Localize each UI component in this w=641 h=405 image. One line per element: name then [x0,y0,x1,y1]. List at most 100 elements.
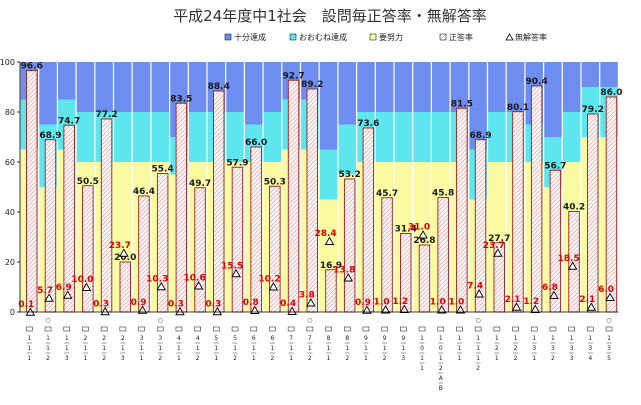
x-label-char-9-0: 4 [196,335,200,342]
correct-bar-9 [194,187,206,313]
correct-bar-18 [362,127,375,313]
x-label-char-12-2: 1 [252,355,256,362]
x-label-char-6-2: 1 [140,355,144,362]
correct-bar-4 [100,118,113,313]
noanswer-label-10: 0.3 [205,299,221,309]
x-label-char-13-2: 2 [271,355,275,362]
noanswer-label-11: 15.5 [221,261,243,271]
y-tick-label-2: 40 [5,208,15,217]
correct-label-8: 83.5 [170,94,192,104]
x-label-box-20 [400,326,407,332]
y-tick-label-0: 0 [10,308,15,317]
noanswer-marker-9 [193,281,204,290]
x-label-box-21 [418,326,426,332]
noanswer-marker-27 [530,304,541,313]
x-label-char-23-2: 1 [458,355,462,362]
noanswer-label-1: 5.7 [37,286,53,296]
x-label-char-23-0: 1 [458,335,462,342]
x-label-char-19-2: 2 [383,355,387,362]
legend-swatch-3 [439,33,447,41]
band-top-2 [57,62,77,100]
plot-area: 96.6 0.1 68.9 5.7 74.7 6.9 50.5 10.0 77.2 0.3 20.0… [18,62,623,316]
x-label-char-14-1: 1 [289,345,293,352]
x-label-char-15-2: 2 [308,355,312,362]
x-label-char-5-0: 2 [121,335,125,342]
x-label-box-9 [194,326,201,332]
x-label-char-13-0: 6 [271,335,275,342]
x-label-char-18-1: 1 [364,345,368,352]
legend-swatch-1 [289,33,297,41]
x-label-box-14 [287,326,295,332]
noanswer-marker-23 [455,305,466,314]
noanswer-label-21: 31.0 [408,223,430,233]
x-label-char-31-2: 5 [607,355,611,362]
band-middle-29 [562,112,581,162]
correct-label-20: 31.4 [395,225,417,235]
noanswer-label-23: 1.0 [448,298,464,308]
noanswer-marker-16 [324,236,335,245]
band-top-3 [76,62,95,112]
noanswer-marker-6 [137,305,148,314]
x-label-char-13-1: 1 [271,345,275,352]
x-label-box-17 [343,326,351,332]
x-label-char-14-0: 7 [289,335,293,342]
y-axis: 0 20 40 60 80 100 [0,58,619,317]
x-label-char-26-0: 1 [514,335,518,342]
x-axis: 1 1 1 ○ 1 1 2 1 1 3 2 1 1 2 1 2 2 1 3 3 1 1 ○ 3 1 2 4 1 1 4 1 2 5 1 1 5 1 2 6 1… [26,317,613,392]
x-label-char-1-1: 1 [46,345,50,352]
noanswer-label-3: 10.0 [71,275,93,285]
x-label-box-24 [474,326,482,332]
correct-label-3: 50.5 [77,177,99,187]
band-top-12 [244,62,264,125]
noanswer-label-19: 1.0 [374,298,390,308]
x-label-char-28-1: 3 [551,345,555,352]
x-label-box-27 [530,326,538,332]
x-label-char-1-0: 1 [46,335,50,342]
band-top-7 [150,62,170,112]
band-middle-22 [431,112,451,162]
correct-label-24: 68.9 [469,131,491,141]
correct-label-4: 77.2 [95,110,117,120]
x-marker-7: ○ [158,317,163,324]
correct-label-18: 73.6 [357,119,379,129]
correct-bar-27 [530,85,543,313]
band-middle-11 [225,112,245,162]
noanswer-label-29: 18.5 [558,254,580,264]
correct-label-31: 86.0 [600,88,622,98]
band-middle-6 [132,112,151,162]
correct-label-1: 68.9 [39,131,61,141]
x-label-char-2-2: 3 [65,355,69,362]
correct-label-16: 16.9 [320,261,342,271]
x-label-char-29-1: 3 [570,345,574,352]
x-label-char-21-2: 1 [420,355,424,362]
x-label-char-26-2: 2 [514,355,518,362]
x-marker-1: ○ [45,317,50,324]
band-top-21 [412,62,432,112]
noanswer-marker-2 [62,290,73,299]
noanswer-marker-29 [567,261,578,270]
x-label-char-8-2: 1 [177,355,181,362]
x-label-char-17-0: 8 [345,335,349,342]
x-label-char-20-2: 3 [401,355,405,362]
correct-label-26: 80.1 [507,103,529,113]
x-label-char-10-2: 1 [214,355,218,362]
correct-bar-6 [138,195,150,313]
band-top-26 [506,62,525,112]
correct-label-11: 57.9 [226,158,248,168]
x-label-char-10-1: 1 [214,345,218,352]
x-label-char-9-2: 2 [196,355,200,362]
x-label-char-21-3: 1 [420,365,424,372]
y-tick-label-4: 80 [5,108,15,117]
band-top-19 [375,62,394,112]
band-top-9 [188,62,207,112]
correct-bar-23 [456,107,468,313]
legend-label-3: 正答率 [449,32,473,42]
correct-bar-5 [119,261,131,313]
correct-bar-26 [512,111,524,313]
x-label-box-6 [138,326,145,332]
x-label-char-22-3: 2 [439,365,443,372]
x-label-box-1 [44,326,52,332]
chart-title: 平成24年度中1社会 設問毎正答率・無解答率 [173,7,487,25]
noanswer-marker-26 [511,302,522,311]
correct-label-28: 56.7 [544,161,566,171]
